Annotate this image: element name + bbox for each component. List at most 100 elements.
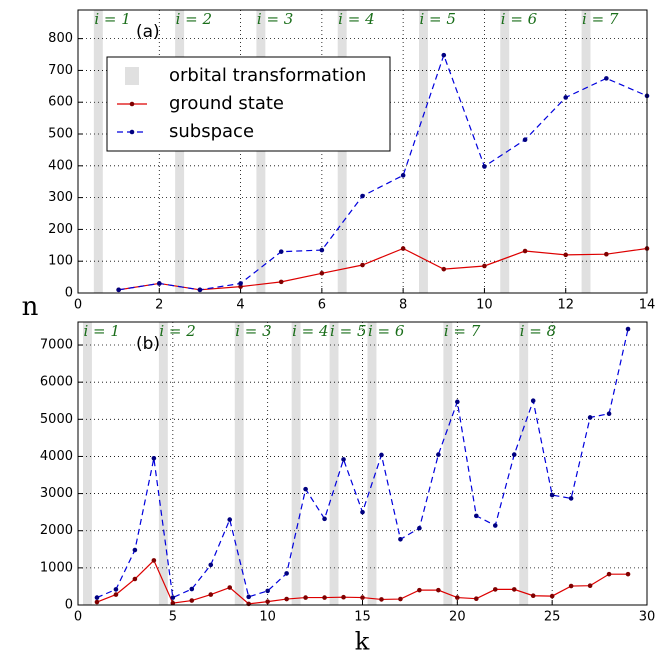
point [265, 588, 270, 594]
y-tick-label: 600 [48, 95, 73, 110]
point [522, 137, 528, 143]
point [398, 536, 403, 542]
band-label: i = 3 [235, 322, 271, 340]
point [151, 456, 157, 461]
point [604, 76, 609, 81]
legend-label: subspace [169, 121, 254, 142]
series-line [118, 247, 648, 291]
point [474, 596, 479, 601]
point [113, 592, 119, 597]
y-tick-label: 1000 [40, 560, 73, 575]
series-line [118, 53, 648, 291]
point [606, 411, 612, 417]
x-tick-label: 2 [155, 298, 163, 313]
point [132, 576, 138, 582]
point [189, 598, 195, 603]
point [522, 248, 528, 254]
band [581, 10, 591, 293]
y-tick-label: 6000 [40, 375, 73, 390]
x-tick-label: 30 [639, 610, 656, 625]
y-axis-label: n [22, 292, 39, 322]
point [116, 287, 121, 293]
band-label: i = 6 [368, 322, 405, 340]
point [189, 586, 195, 592]
x-tick-label: 20 [449, 610, 466, 625]
band [500, 10, 510, 293]
legend-box [106, 56, 391, 152]
point [568, 496, 574, 501]
point [319, 270, 325, 276]
y-tick-label: 2000 [40, 523, 73, 538]
point [492, 523, 498, 528]
legend-label: orbital transformation [169, 65, 366, 86]
point [278, 249, 284, 254]
band [234, 322, 244, 605]
point [400, 246, 406, 251]
point [455, 399, 460, 405]
band-label: i = 4 [292, 322, 328, 340]
point [170, 595, 176, 600]
point [563, 252, 569, 258]
point [441, 266, 447, 272]
point [360, 509, 365, 515]
point [197, 287, 203, 293]
x-tick-label: 4 [236, 298, 244, 313]
point [400, 173, 406, 178]
point [208, 562, 214, 568]
band [519, 322, 529, 605]
band [443, 322, 453, 605]
point [379, 452, 384, 458]
y-tick-label: 4000 [40, 449, 73, 464]
point [132, 547, 138, 553]
point [238, 284, 243, 289]
point [587, 415, 593, 420]
point [227, 517, 233, 522]
x-tick-label: 10 [476, 298, 493, 313]
y-tick-label: 300 [48, 190, 73, 205]
band [329, 322, 339, 605]
point [227, 585, 233, 590]
band [93, 10, 103, 293]
legend-band [125, 67, 139, 85]
point [322, 516, 327, 522]
point [563, 95, 569, 100]
point [94, 599, 100, 605]
band-label: i = 5 [330, 322, 366, 340]
y-tick-label: 200 [48, 222, 73, 237]
point [208, 592, 214, 597]
band [291, 322, 301, 605]
legend-label: ground state [169, 93, 284, 114]
point [587, 583, 593, 588]
point [360, 262, 365, 268]
point [568, 583, 574, 589]
point [436, 452, 441, 457]
x-axis-label: k [355, 628, 370, 656]
y-tick-label: 700 [48, 63, 73, 78]
point [94, 595, 100, 600]
x-tick-label: 10 [259, 610, 276, 625]
point [284, 571, 289, 576]
y-tick-label: 7000 [40, 338, 73, 353]
point [530, 398, 536, 404]
panel-label: (b) [136, 334, 160, 354]
y-tick-label: 0 [65, 598, 73, 613]
band-label: i = 4 [338, 10, 374, 28]
y-tick-label: 0 [65, 286, 73, 301]
point [398, 596, 403, 602]
axes-frame [77, 321, 648, 606]
point [455, 595, 460, 600]
point [604, 251, 609, 257]
point [341, 594, 346, 600]
axes-frame [77, 9, 648, 294]
y-tick-label: 500 [48, 127, 73, 142]
band [418, 10, 428, 293]
x-tick-label: 8 [399, 298, 407, 313]
point [530, 593, 536, 599]
band-label: i = 1 [94, 10, 130, 28]
band-label: i = 2 [176, 10, 212, 28]
point [238, 281, 243, 286]
y-tick-label: 400 [48, 158, 73, 173]
point [278, 279, 284, 285]
panel-label: (a) [136, 22, 160, 42]
